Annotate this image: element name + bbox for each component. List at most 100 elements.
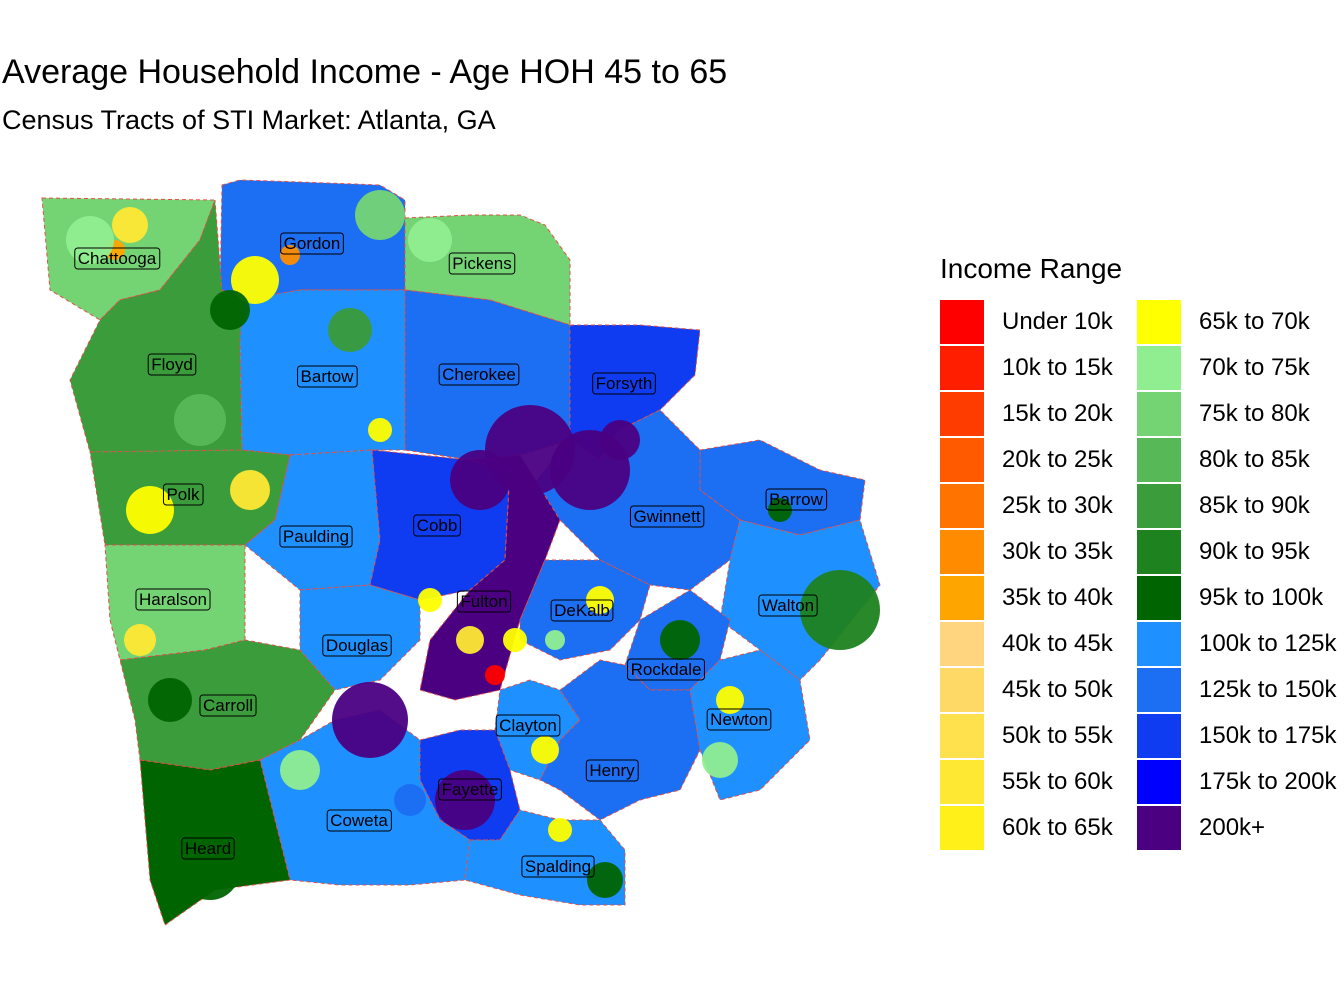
county-label-text: Haralson — [139, 590, 207, 609]
county-label-box — [765, 488, 828, 511]
county-label-text: Coweta — [330, 811, 388, 830]
county-label-box — [413, 514, 461, 537]
legend-label: 30k to 35k — [1002, 538, 1113, 565]
county-label-text: Newton — [710, 710, 768, 729]
legend-swatch — [940, 668, 984, 712]
county-label-text: Fulton — [460, 592, 507, 611]
legend-swatch — [1137, 668, 1181, 712]
tract-patch — [148, 678, 192, 722]
tract-patch — [332, 682, 408, 758]
county-shape — [464, 809, 626, 906]
county-label: Cobb — [413, 514, 461, 537]
county-label-box — [438, 778, 502, 801]
county-label-box — [585, 759, 639, 782]
county-label-box — [162, 483, 204, 506]
county-label-text: Douglas — [326, 636, 388, 655]
legend-swatch — [1137, 392, 1181, 436]
county-label-text: Rockdale — [631, 660, 702, 679]
county-label-text: Henry — [589, 761, 635, 780]
county-label-text: Polk — [166, 485, 200, 504]
legend-swatch — [1137, 760, 1181, 804]
county-label-box — [181, 837, 235, 860]
county-label-box — [326, 809, 392, 832]
county-label: Heard — [181, 837, 235, 860]
tract-patch — [368, 418, 392, 442]
county-label-text: Floyd — [151, 355, 193, 374]
county-shape — [719, 519, 881, 681]
legend-title: Income Range — [940, 253, 1123, 284]
county-label-box — [147, 353, 197, 376]
legend-swatch — [940, 806, 984, 850]
legend-label: 100k to 125k — [1199, 630, 1337, 657]
legend-swatch — [940, 438, 984, 482]
county-label-text: Clayton — [499, 716, 557, 735]
county-labels: Chattooga Gordon Pickens Floyd Bartow Cheroke… — [74, 232, 828, 878]
tract-patch — [503, 628, 527, 652]
county-label: Polk — [162, 483, 204, 506]
county-label-text: Bartow — [301, 367, 355, 386]
county-label-box — [199, 694, 257, 717]
tract-patch — [600, 420, 640, 460]
county-label: Henry — [585, 759, 639, 782]
county-label-text: Fayette — [442, 780, 499, 799]
tract-patch — [112, 207, 148, 243]
tract-patch — [702, 742, 738, 778]
county-label: Coweta — [326, 809, 392, 832]
legend-label: 20k to 25k — [1002, 446, 1113, 473]
county-label: Rockdale — [627, 658, 705, 681]
tract-patch — [587, 862, 623, 898]
legend-label: 40k to 45k — [1002, 630, 1113, 657]
county-label-box — [495, 714, 561, 737]
tract-patch — [126, 486, 174, 534]
tract-patch — [231, 256, 279, 304]
county-label-box — [592, 372, 656, 395]
county-label: Barrow — [765, 488, 828, 511]
choropleth-map: Chattooga Gordon Pickens Floyd Bartow Cheroke… — [41, 179, 881, 926]
county-label-box — [297, 365, 358, 388]
tract-patch — [280, 750, 320, 790]
county-label-text: Barrow — [769, 490, 824, 509]
legend-label: 15k to 20k — [1002, 400, 1113, 427]
legend-swatch — [1137, 346, 1181, 390]
county-label: Cherokee — [438, 363, 520, 386]
legend-swatch — [940, 392, 984, 436]
county-label-text: Pickens — [452, 254, 512, 273]
map-title: Average Household Income - Age HOH 45 to… — [2, 53, 728, 91]
county-label: Spalding — [521, 855, 595, 878]
legend-label: Under 10k — [1002, 308, 1113, 335]
legend-swatch — [940, 484, 984, 528]
county-label: Gwinnett — [629, 505, 705, 528]
legend-swatch — [940, 530, 984, 574]
county-label-text: Chattooga — [78, 249, 157, 268]
county-label: Pickens — [448, 252, 516, 275]
county-label-text: Carroll — [203, 696, 253, 715]
county-label-box — [280, 232, 344, 255]
county-label-box — [627, 658, 705, 681]
legend-label: 80k to 85k — [1199, 446, 1310, 473]
legend-label: 175k to 200k — [1199, 768, 1337, 795]
county-label-box — [550, 599, 614, 622]
county-label-box — [521, 855, 595, 878]
tract-patch — [124, 624, 156, 656]
tract-patch — [485, 665, 505, 685]
legend-label: 25k to 30k — [1002, 492, 1113, 519]
county-label-text: Cherokee — [442, 365, 516, 384]
legend-swatch — [1137, 484, 1181, 528]
tract-patch — [450, 450, 510, 510]
tract-patch — [456, 626, 484, 654]
tract-patch — [418, 588, 442, 612]
legend-swatch — [940, 714, 984, 758]
legend-label: 60k to 65k — [1002, 814, 1113, 841]
county-label-box — [758, 594, 818, 617]
county-label-box — [456, 590, 512, 613]
county-label-box — [135, 588, 211, 611]
legend-label: 125k to 150k — [1199, 676, 1337, 703]
county-label: Forsyth — [592, 372, 656, 395]
legend-swatch — [940, 760, 984, 804]
county-label: Floyd — [147, 353, 197, 376]
legend-swatch — [1137, 300, 1181, 344]
tract-patch — [394, 784, 426, 816]
county-label-box — [322, 634, 392, 657]
legend-label: 75k to 80k — [1199, 400, 1310, 427]
county-label: Chattooga — [74, 247, 161, 270]
